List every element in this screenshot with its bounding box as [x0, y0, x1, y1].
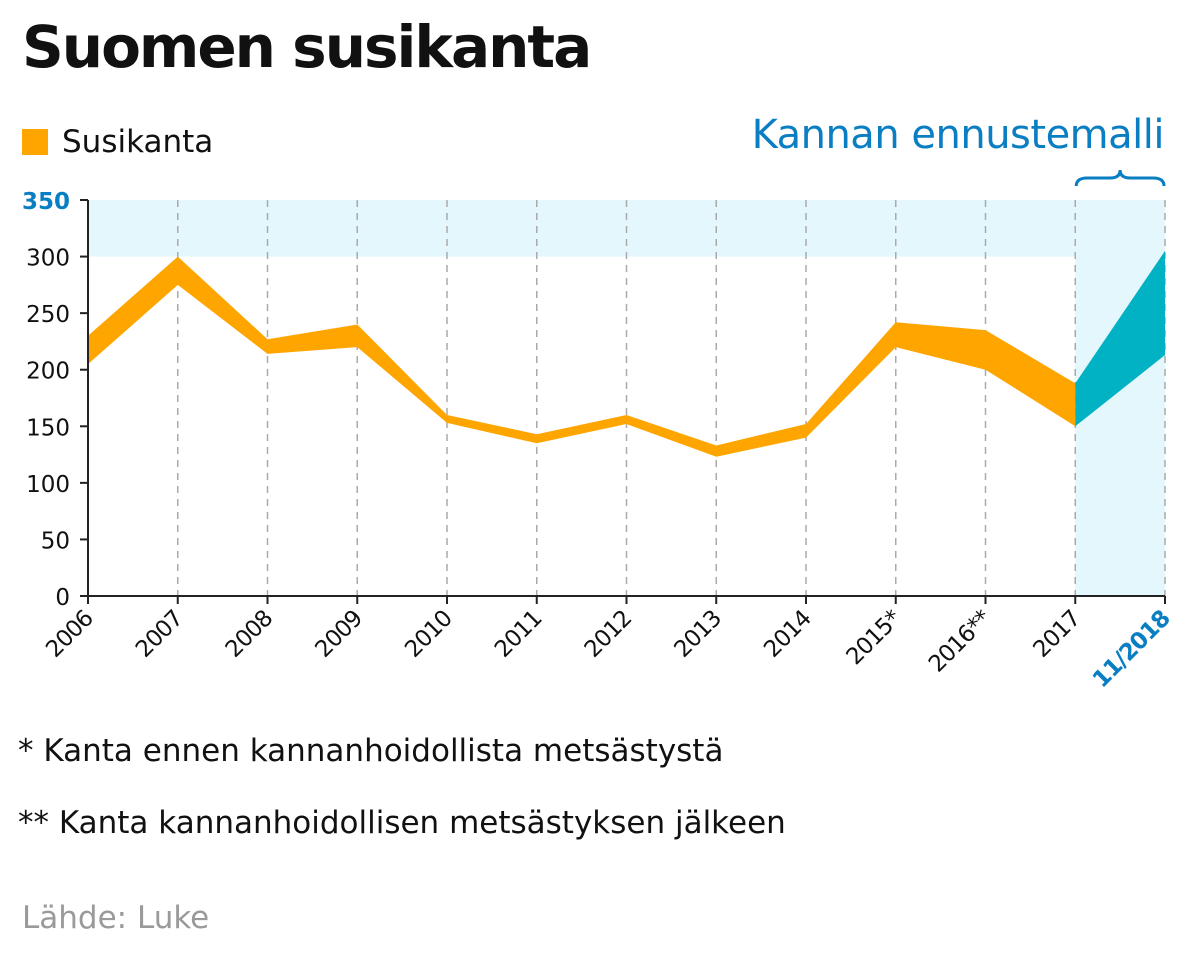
x-tick-label-2015*: 2015*	[842, 606, 907, 671]
x-tick-label-2013: 2013	[670, 606, 727, 663]
legend-swatch-susikanta	[22, 129, 48, 155]
x-tick-label-2010: 2010	[400, 606, 457, 663]
y-tick-label-200: 200	[26, 359, 70, 385]
x-tick-label-2009: 2009	[311, 606, 368, 663]
chart-tick-labels: 0 50 100 150 200 250 300 350 2006 2007 2008 2009 201…	[22, 189, 1175, 693]
y-tick-label-300: 300	[26, 246, 70, 272]
x-tick-label-2011: 2011	[490, 606, 547, 663]
series-band-ennustemalli	[1075, 250, 1165, 427]
footnote-2: ** Kanta kannanhoidollisen metsästyksen …	[18, 805, 786, 841]
forecast-label: Kannan ennustemalli	[751, 112, 1165, 158]
x-tick-label-2008: 2008	[221, 606, 278, 663]
y-tick-label-100: 100	[26, 472, 70, 498]
y-tick-label-250: 250	[26, 302, 70, 328]
x-tick-label-2014: 2014	[759, 606, 816, 663]
legend: Susikanta	[22, 124, 213, 160]
chart-gridlines	[177, 200, 1166, 596]
y-tick-label-50: 50	[41, 528, 70, 554]
chart-areas	[88, 250, 1165, 457]
series-band-susikanta	[88, 256, 1076, 457]
y-tick-label-0: 0	[55, 585, 70, 611]
x-tick-label-2017: 2017	[1029, 606, 1086, 663]
y-tick-label-350: 350	[22, 189, 70, 215]
x-tick-label-2006: 2006	[41, 606, 98, 663]
x-tick-label-2016**: 2016**	[924, 606, 996, 678]
y-tick-label-150: 150	[26, 415, 70, 441]
chart-axes	[80, 169, 1166, 604]
x-tick-label-2012: 2012	[580, 606, 637, 663]
legend-label-susikanta: Susikanta	[62, 124, 214, 160]
footnote-1: * Kanta ennen kannanhoidollista metsästy…	[18, 733, 724, 769]
forecast-brace	[1074, 169, 1166, 187]
source-label: Lähde: Luke	[22, 900, 210, 936]
x-tick-label-2007: 2007	[131, 606, 188, 663]
chart-title: Suomen susikanta	[22, 13, 592, 81]
x-tick-label-11/2018: 11/2018	[1088, 606, 1175, 693]
